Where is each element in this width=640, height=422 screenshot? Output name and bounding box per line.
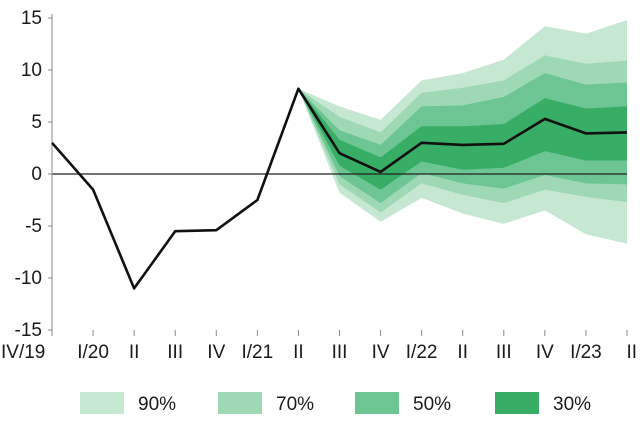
x-tick-label: I/21 xyxy=(242,342,274,363)
fan-bands xyxy=(298,20,627,244)
y-tick-label: 5 xyxy=(31,112,42,133)
x-tick-label: III xyxy=(332,342,348,363)
y-tick-label: 10 xyxy=(21,60,42,81)
x-tick-label: II xyxy=(293,342,304,363)
legend-item-70pct: 70% xyxy=(218,392,314,415)
x-tick-label: III xyxy=(167,342,183,363)
legend-item-30pct: 30% xyxy=(495,392,591,415)
y-tick-labels: 15 10 5 0 -5 -10 -15 xyxy=(15,8,52,341)
fan-band-30pct xyxy=(298,88,627,190)
legend-item-50pct: 50% xyxy=(355,392,451,415)
legend-swatch xyxy=(355,392,399,414)
legend-swatch xyxy=(218,392,262,414)
x-tick-label: III xyxy=(496,342,512,363)
y-tick-label: -5 xyxy=(25,216,42,237)
legend: 90% 70% 50% 30% xyxy=(80,392,591,415)
y-tick-label: -15 xyxy=(15,320,42,341)
x-tick-label: I/20 xyxy=(77,342,109,363)
x-tick-label: II xyxy=(457,342,468,363)
legend-swatch xyxy=(495,392,539,414)
x-tick-label: I/23 xyxy=(570,342,602,363)
legend-label: 70% xyxy=(276,394,314,415)
central-line-layer xyxy=(51,87,628,290)
y-tick-label: -10 xyxy=(15,268,42,289)
legend-label: 90% xyxy=(138,394,176,415)
legend-label: 50% xyxy=(413,394,451,415)
legend-item-90pct: 90% xyxy=(80,392,176,415)
legend-swatch xyxy=(80,392,124,414)
x-tick-label: IV/19 xyxy=(1,342,45,363)
x-tick-label: IV xyxy=(536,342,554,363)
x-tick-label: II xyxy=(626,342,637,363)
x-tick-label: IV xyxy=(372,342,390,363)
central-projection-line xyxy=(51,87,628,290)
y-tick-label: 15 xyxy=(21,8,42,29)
x-tick-label: II xyxy=(129,342,140,363)
legend-label: 30% xyxy=(553,394,591,415)
x-tick-labels: IV/19 I/20 II III IV I/21 II III IV I/22 II III IV I/… xyxy=(1,330,637,363)
x-tick-label: IV xyxy=(207,342,225,363)
x-tick-label: I/22 xyxy=(406,342,438,363)
y-tick-label: 0 xyxy=(31,164,42,185)
